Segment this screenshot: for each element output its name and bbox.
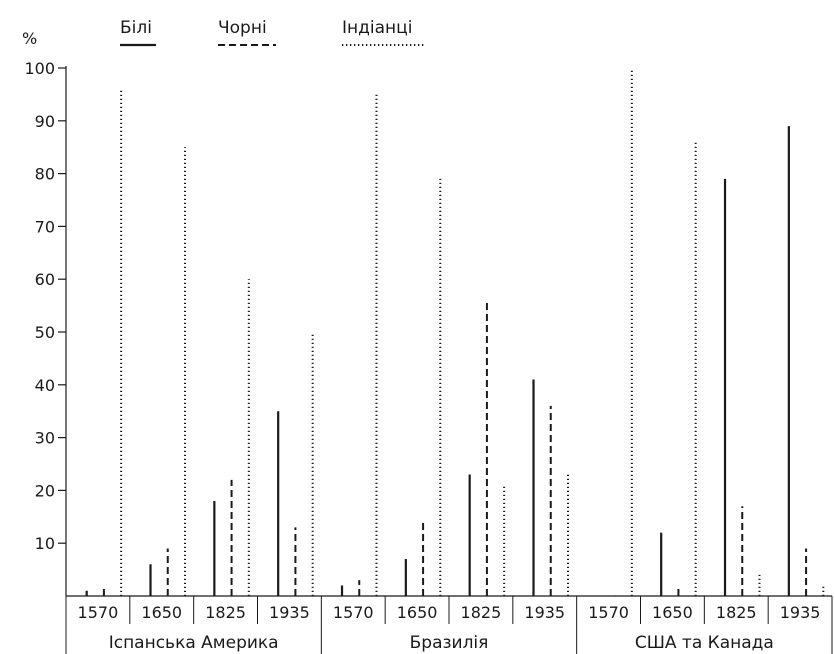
y-tick-label-10: 10	[35, 534, 55, 553]
x-tick-label-іспанська-америка-1935: 1935	[269, 603, 310, 622]
x-tick-label-іспанська-америка-1825: 1825	[205, 603, 246, 622]
x-tick-label-бразилія-1570: 1570	[333, 603, 374, 622]
legend-label-2: Індіанці	[342, 18, 412, 38]
y-tick-label-90: 90	[35, 112, 55, 131]
x-tick-label-сша-та-канада-1825: 1825	[716, 603, 757, 622]
x-tick-label-бразилія-1935: 1935	[524, 603, 565, 622]
y-tick-label-30: 30	[35, 429, 55, 448]
y-tick-label-60: 60	[35, 270, 55, 289]
y-tick-label-50: 50	[35, 323, 55, 342]
y-tick-label-80: 80	[35, 165, 55, 184]
legend: Білі Чорні Індіанці	[120, 18, 426, 47]
region-label-1: Бразилія	[410, 633, 489, 653]
y-axis: 10 20 30 40 50 60 70 80 90 100	[24, 59, 67, 596]
legend-label-1: Чорні	[218, 18, 267, 38]
x-tick-label-сша-та-канада-1935: 1935	[780, 603, 821, 622]
x-tick-label-іспанська-америка-1650: 1650	[141, 603, 182, 622]
x-tick-label-сша-та-канада-1650: 1650	[652, 603, 693, 622]
x-tick-label-іспанська-америка-1570: 1570	[78, 603, 119, 622]
y-tick-label-70: 70	[35, 217, 55, 236]
x-tick-label-бразилія-1650: 1650	[397, 603, 438, 622]
region-label-0: Іспанська Америка	[109, 633, 279, 653]
bars	[85, 68, 825, 596]
region-label-2: США та Канада	[635, 633, 774, 653]
y-tick-label-40: 40	[35, 376, 55, 395]
x-tick-label-бразилія-1825: 1825	[461, 603, 502, 622]
legend-label-0: Білі	[120, 18, 152, 38]
y-tick-label-20: 20	[35, 481, 55, 500]
x-tick-label-сша-та-канада-1570: 1570	[588, 603, 629, 622]
y-tick-label-100: 100	[24, 59, 55, 78]
x-axis: 1570 1650 1825 1935 Іспанська Америка 1570 165…	[65, 595, 833, 654]
y-axis-unit-label: %	[22, 29, 37, 48]
